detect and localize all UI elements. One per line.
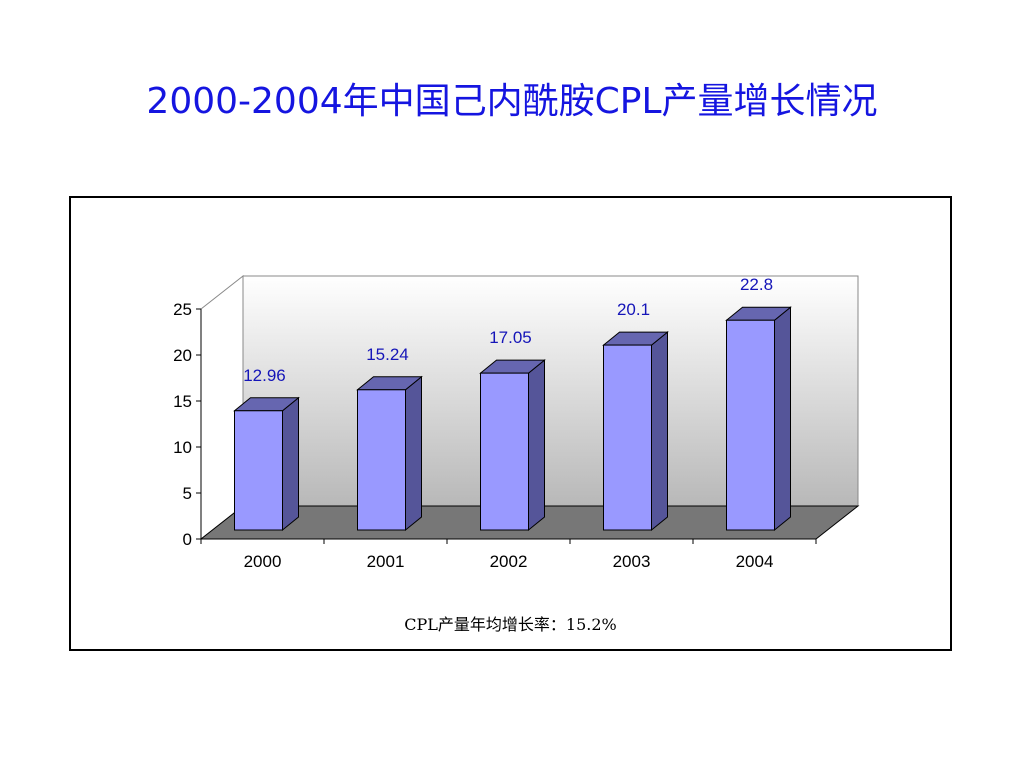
growth-rate-note: CPL产量年均增长率：15.2% [404, 615, 617, 634]
bar-side [282, 396, 299, 532]
data-label: 20.1 [617, 300, 650, 319]
bar-side [774, 306, 791, 532]
x-tick-label: 2002 [490, 552, 528, 571]
bar [603, 344, 652, 531]
y-tick-label: 20 [173, 346, 192, 365]
bar-side [651, 331, 668, 532]
x-tick-label: 2004 [736, 552, 774, 571]
y-tick-label: 25 [173, 300, 192, 319]
y-tick-label: 15 [173, 392, 192, 411]
data-label: 17.05 [489, 328, 532, 347]
page-title: 2000-2004年中国己内酰胺CPL产量增长情况 [146, 81, 878, 122]
bar-side [405, 375, 422, 532]
bar [234, 410, 283, 531]
bar [480, 372, 529, 531]
chart-frame: 0 5 10 15 20 25 12.96 2000 15.24 2001 17.05 2002 20.… [69, 196, 952, 651]
x-tick-label: 2000 [244, 552, 282, 571]
y-tick-label: 0 [183, 530, 192, 549]
bar-chart: 0 5 10 15 20 25 12.96 2000 15.24 2001 17.05 2002 20.… [173, 274, 860, 571]
data-label: 22.8 [740, 275, 773, 294]
bar-side [528, 359, 545, 532]
y-tick-label: 10 [173, 438, 192, 457]
bar [726, 319, 775, 531]
x-tick-label: 2003 [613, 552, 651, 571]
data-label: 15.24 [366, 345, 409, 364]
x-tick-label: 2001 [367, 552, 405, 571]
data-label: 12.96 [243, 366, 286, 385]
bar [357, 389, 406, 531]
y-tick-label: 5 [183, 484, 192, 503]
